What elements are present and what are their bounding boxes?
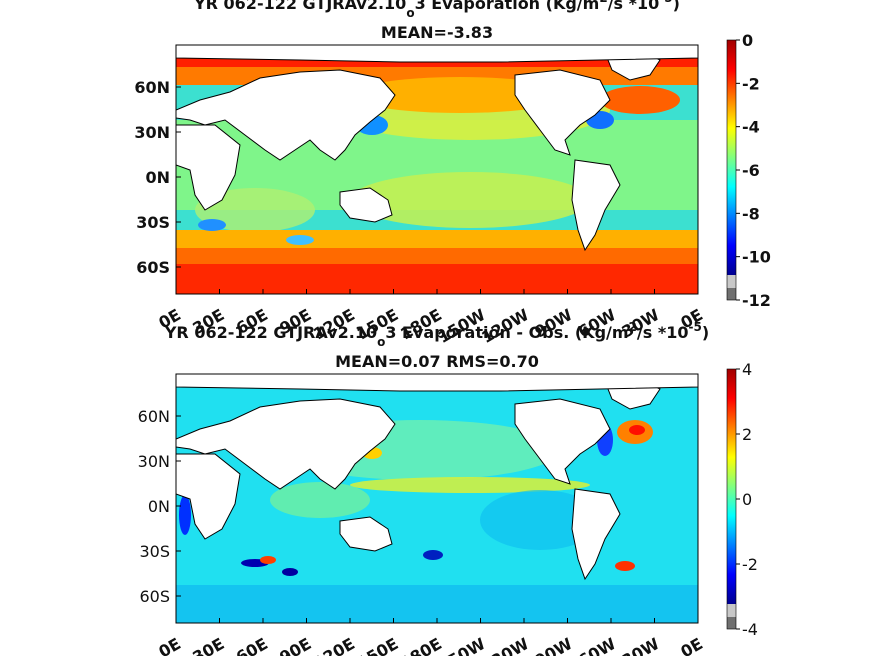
y-tick-label: 30S	[139, 542, 170, 561]
panel-2-land	[176, 374, 698, 581]
panel-2-colorbar-nodata	[727, 617, 736, 629]
x-tick-label: 30E	[189, 634, 227, 656]
panel-1-colorbar-nodata	[727, 288, 736, 300]
panel-2: YR 062-122 GTJRAv2.10o3 Evaporation - Ob…	[138, 320, 758, 656]
panel-1-y-ticks: 60N 30N 0N 30S 60S	[134, 78, 181, 277]
panel-1-colorbar	[727, 40, 736, 275]
y-tick-label: 30N	[134, 123, 170, 142]
panel-1-title: YR 062-122 GTJRAv2.10o3 Evaporation (Kg/…	[193, 0, 680, 20]
panel-2-colorbar-below	[727, 604, 736, 617]
panel-1-colorbar-ticks: 0 -2 -4 -6 -8 -10 -12	[736, 31, 771, 310]
colorbar-tick-label: 4	[742, 360, 752, 379]
x-tick-label: 120E	[310, 634, 358, 656]
x-tick-label: 0E	[155, 634, 184, 656]
colorbar-tick-label: -4	[742, 118, 760, 137]
x-tick-label: 0E	[677, 634, 706, 656]
colorbar-tick-label: 2	[742, 425, 752, 444]
colorbar-tick-label: -2	[742, 555, 758, 574]
colorbar-tick-label: -4	[742, 620, 758, 639]
y-tick-label: 0N	[148, 497, 170, 516]
y-tick-label: 60N	[134, 78, 170, 97]
x-tick-label: 150W	[435, 634, 489, 656]
y-tick-label: 30N	[138, 452, 170, 471]
panel-2-colorbar-ticks: 4 2 0 -2 -4	[736, 360, 758, 639]
colorbar-tick-label: -10	[742, 248, 771, 267]
colorbar-tick-label: 0	[742, 490, 752, 509]
panel-2-colorbar	[727, 369, 736, 604]
x-tick-label: 180E	[397, 634, 445, 656]
y-tick-label: 30S	[136, 213, 170, 232]
x-tick-label: 30W	[618, 634, 662, 656]
panel-1-subtitle: MEAN=-3.83	[381, 23, 493, 42]
panel-1-land	[176, 45, 698, 252]
panel-1-colorbar-below	[727, 275, 736, 288]
x-tick-label: 150E	[354, 634, 402, 656]
colorbar-tick-label: -8	[742, 204, 760, 223]
x-tick-label: 90E	[276, 634, 314, 656]
panel-2-map	[176, 374, 698, 623]
y-tick-label: 60N	[138, 407, 170, 426]
x-tick-label: 60W	[575, 634, 619, 656]
colorbar-tick-label: -12	[742, 291, 771, 310]
x-tick-label: 120W	[478, 634, 532, 656]
panel-2-title: YR 062-122 GTJRAv2.10o3 Evaporation - Ob…	[164, 320, 709, 349]
y-tick-label: 60S	[139, 587, 170, 606]
panel-1-map	[176, 45, 698, 294]
colorbar-tick-label: -6	[742, 161, 760, 180]
y-tick-label: 60S	[136, 258, 170, 277]
x-tick-label: 90W	[531, 634, 575, 656]
panel-2-y-ticks: 60N 30N 0N 30S 60S	[138, 407, 181, 606]
x-tick-label: 60E	[233, 634, 271, 656]
panel-1: YR 062-122 GTJRAv2.10o3 Evaporation (Kg/…	[134, 0, 771, 347]
panel-2-subtitle: MEAN=0.07 RMS=0.70	[335, 352, 539, 371]
y-tick-label: 0N	[145, 168, 170, 187]
colorbar-tick-label: -2	[742, 74, 760, 93]
colorbar-tick-label: 0	[742, 31, 753, 50]
